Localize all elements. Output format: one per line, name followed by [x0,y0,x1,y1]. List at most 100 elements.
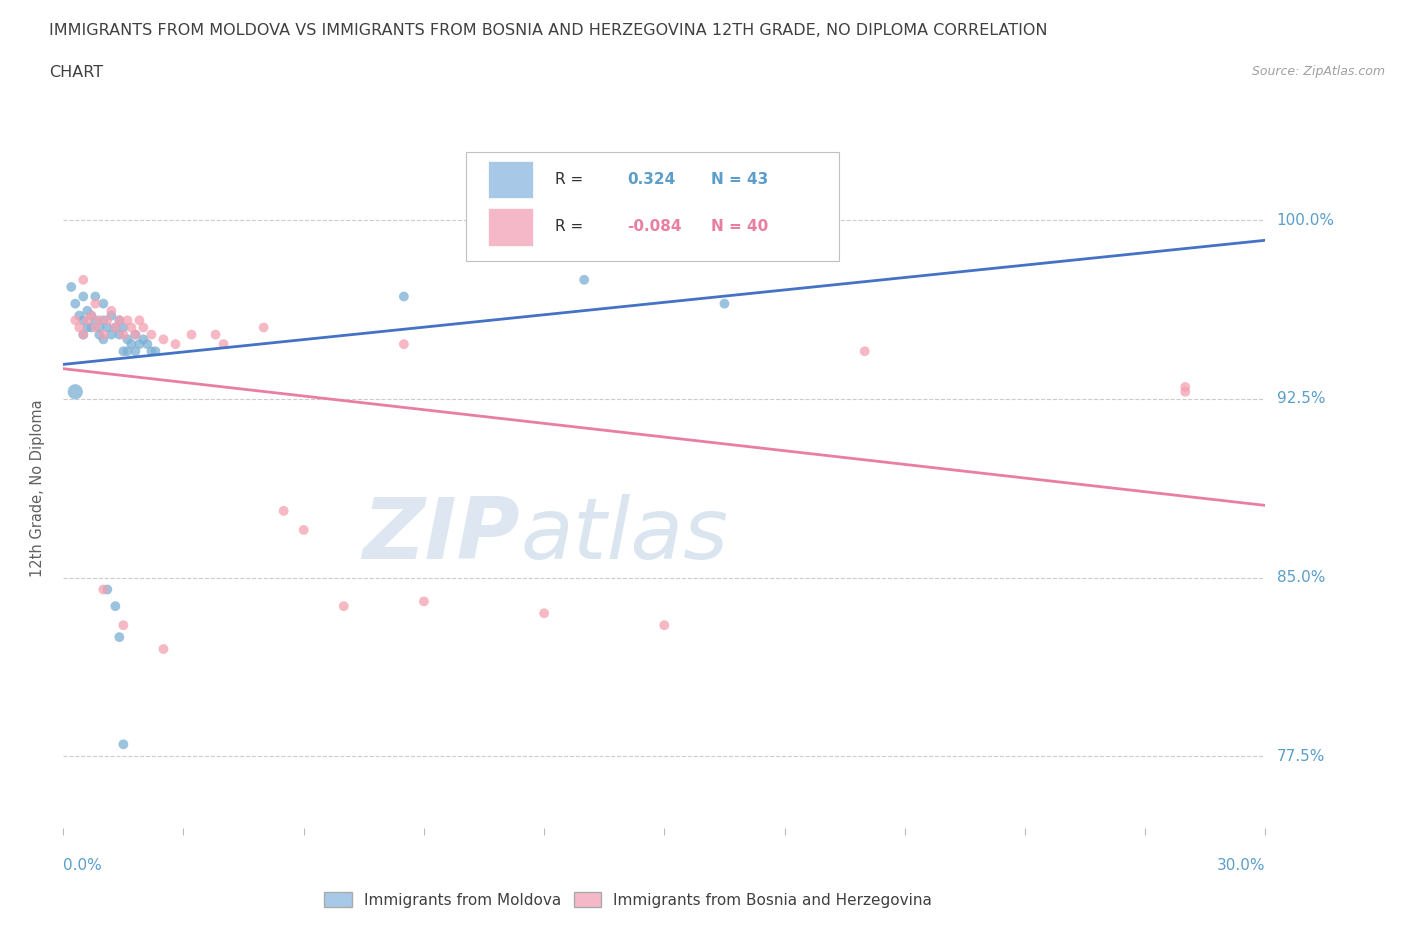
Point [413,594,436,609]
Point [574,272,596,287]
Point [117,332,139,347]
Point [713,296,735,311]
Text: 0.324: 0.324 [627,172,675,187]
Point [108,630,131,644]
Point [132,320,155,335]
Point [333,599,356,614]
Point [136,337,159,352]
Point [89,327,111,342]
Text: R =: R = [555,172,583,187]
Point [72,327,94,342]
Point [120,337,142,352]
Point [104,599,127,614]
Point [80,308,103,323]
Point [67,320,90,335]
Point [112,737,135,751]
Point [93,296,115,311]
Point [117,312,139,327]
Point [93,582,115,597]
Text: Source: ZipAtlas.com: Source: ZipAtlas.com [1251,65,1385,78]
Point [80,320,103,335]
Bar [488,208,533,246]
Point [132,332,155,347]
Point [100,327,122,342]
Point [204,327,226,342]
Point [89,312,111,327]
FancyBboxPatch shape [465,153,838,260]
Point [112,344,135,359]
Point [145,344,167,359]
Point [273,503,295,518]
Point [93,312,115,327]
Point [60,280,83,295]
Point [72,289,94,304]
Point [84,312,107,327]
Point [72,327,94,342]
Point [120,320,142,335]
Point [76,303,98,318]
Text: 0.0%: 0.0% [63,858,103,873]
Point [652,618,676,632]
Text: IMMIGRANTS FROM MOLDOVA VS IMMIGRANTS FROM BOSNIA AND HERZEGOVINA 12TH GRADE, NO: IMMIGRANTS FROM MOLDOVA VS IMMIGRANTS FR… [49,23,1047,38]
Point [100,308,122,323]
Y-axis label: 12th Grade, No Diploma: 12th Grade, No Diploma [30,400,45,577]
Point [76,312,98,327]
Text: ZIP: ZIP [363,494,520,578]
Point [533,605,555,620]
Text: R =: R = [555,219,583,234]
Point [76,320,98,335]
Point [96,320,118,335]
Text: 85.0%: 85.0% [1277,570,1324,585]
Point [124,327,146,342]
Point [108,327,131,342]
Point [108,312,131,327]
Point [124,327,146,342]
Point [112,320,135,335]
Point [67,308,90,323]
Point [292,523,315,538]
Legend: Immigrants from Moldova, Immigrants from Bosnia and Herzegovina: Immigrants from Moldova, Immigrants from… [318,886,938,914]
Text: 92.5%: 92.5% [1277,392,1324,406]
Text: 100.0%: 100.0% [1277,213,1334,228]
Point [117,344,139,359]
Point [392,337,415,352]
Text: -0.084: -0.084 [627,219,682,234]
Point [65,384,87,399]
Point [392,289,415,304]
Point [84,320,107,335]
Point [80,308,103,323]
Point [141,344,163,359]
Point [104,320,127,335]
Point [100,303,122,318]
Point [89,320,111,335]
Text: CHART: CHART [49,65,103,80]
Point [253,320,276,335]
Text: 77.5%: 77.5% [1277,749,1324,764]
Point [72,272,94,287]
Point [1174,379,1197,394]
Point [128,337,150,352]
Text: atlas: atlas [520,494,728,578]
Point [93,327,115,342]
Point [104,320,127,335]
Point [152,332,174,347]
Point [152,642,174,657]
Point [112,618,135,632]
Point [1174,384,1197,399]
Point [180,327,202,342]
Point [84,289,107,304]
Text: N = 43: N = 43 [711,172,769,187]
Point [128,312,150,327]
Point [72,312,94,327]
Point [96,582,118,597]
Point [124,344,146,359]
Point [93,332,115,347]
Point [65,312,87,327]
Point [141,327,163,342]
Text: N = 40: N = 40 [711,219,769,234]
Point [84,296,107,311]
Bar [488,161,533,198]
Point [108,312,131,327]
Point [112,327,135,342]
Point [165,337,187,352]
